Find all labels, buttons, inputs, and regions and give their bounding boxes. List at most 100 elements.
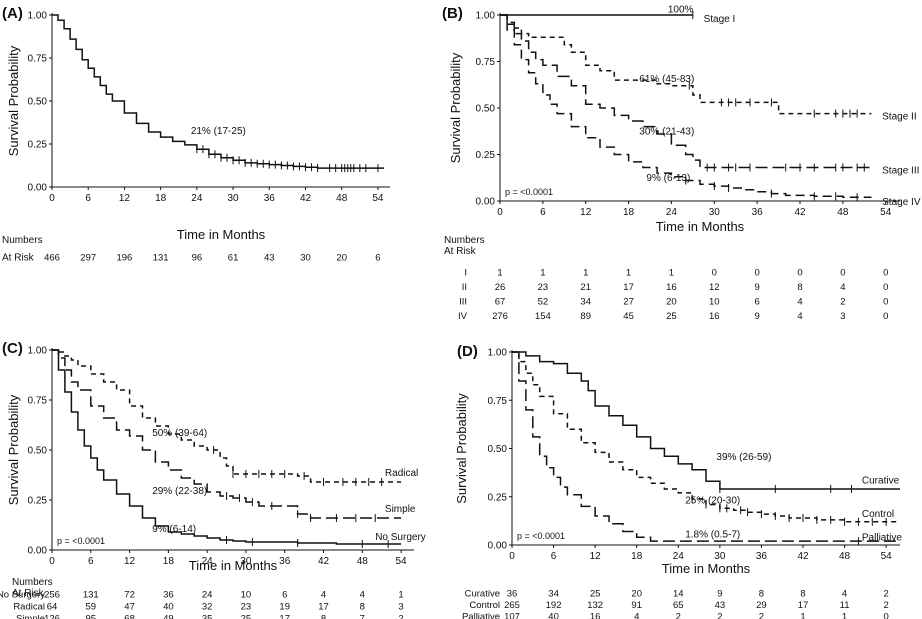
risk-value: 3 [840, 311, 845, 322]
risk-value: 9 [754, 282, 759, 293]
x-tick-label: 24 [191, 193, 203, 204]
risk-value: 40 [163, 602, 174, 613]
risk-value: 67 [495, 297, 506, 308]
risk-value: 9 [754, 311, 759, 322]
annotation-label: Control [862, 509, 894, 520]
risk-value: 8 [800, 589, 805, 600]
risk-value: 17 [279, 614, 290, 619]
annotation-label: Curative [862, 475, 900, 486]
x-axis-title: Time in Months [177, 227, 266, 242]
risk-value: 131 [83, 590, 99, 601]
risk-value: 8 [321, 614, 326, 619]
risk-value: 107 [504, 612, 520, 619]
annotation-label: Stage IV [882, 197, 921, 208]
x-tick-label: 12 [590, 551, 602, 562]
risk-value: 6 [375, 253, 380, 264]
chart-panel-1: (A) 0.00 0.25 0.50 0.75 1.00 0 6 12 18 24 30 36 42 48 5… [2, 5, 390, 264]
x-tick-label: 36 [756, 551, 768, 562]
risk-value: 61 [228, 253, 239, 264]
risk-table-title: Numbers [444, 235, 485, 246]
risk-value: 65 [673, 600, 684, 611]
y-tick-label: 0.75 [28, 396, 48, 407]
risk-value: 16 [666, 282, 677, 293]
risk-value: 131 [153, 253, 169, 264]
panel-label: (A) [2, 5, 23, 22]
km-curve-no-surgery [52, 349, 402, 545]
y-tick-label: 0.00 [28, 546, 48, 557]
y-tick-label: 0.75 [488, 396, 508, 407]
x-tick-label: 48 [357, 556, 369, 567]
km-curve-all-patients [52, 14, 384, 169]
x-axis-title: Time in Months [662, 561, 751, 576]
y-axis-title: Survival Probability [6, 394, 21, 505]
x-tick-label: 36 [752, 207, 764, 218]
x-tick-label: 6 [88, 556, 94, 567]
risk-value: 196 [116, 253, 132, 264]
risk-value: 126 [44, 614, 60, 619]
risk-value: 0 [883, 311, 888, 322]
risk-value: 9 [717, 589, 722, 600]
risk-value: 8 [797, 282, 802, 293]
risk-value: 59 [85, 602, 96, 613]
risk-value: 45 [623, 311, 634, 322]
risk-value: 49 [163, 614, 174, 619]
risk-row-label: I [464, 268, 467, 279]
panel-label: (C) [2, 340, 23, 357]
annotation-label: 61% (45-83) [639, 74, 694, 85]
risk-value: 0 [754, 268, 759, 279]
risk-value: 0 [797, 268, 802, 279]
annotation-label: Simple [385, 504, 416, 515]
risk-value: 2 [759, 612, 764, 619]
x-tick-label: 42 [318, 556, 330, 567]
risk-value: 91 [631, 600, 642, 611]
risk-row-label: Curative [465, 589, 500, 600]
km-curve-radical [52, 349, 402, 483]
risk-value: 1 [669, 268, 674, 279]
risk-value: 276 [492, 311, 508, 322]
risk-value: 17 [318, 602, 329, 613]
risk-value: 6 [754, 297, 759, 308]
annotation-label: 29% (22-38) [152, 486, 207, 497]
risk-value: 2 [883, 600, 888, 611]
risk-table-title: At Risk [2, 253, 35, 264]
risk-value: 32 [202, 602, 213, 613]
km-curve-stage-ii [500, 14, 872, 115]
risk-value: 29 [756, 600, 767, 611]
y-tick-label: 1.00 [476, 11, 496, 22]
y-tick-label: 0.50 [28, 97, 48, 108]
risk-value: 297 [80, 253, 96, 264]
risk-value: 21 [580, 282, 591, 293]
risk-value: 1 [626, 268, 631, 279]
x-tick-label: 54 [881, 551, 893, 562]
panel-label: (D) [457, 343, 478, 360]
risk-value: 2 [883, 589, 888, 600]
risk-row-label: IV [458, 311, 468, 322]
x-tick-label: 6 [540, 207, 546, 218]
y-tick-label: 0.50 [488, 444, 508, 455]
x-tick-label: 6 [551, 551, 557, 562]
risk-row-label: Control [469, 600, 500, 611]
risk-value: 96 [192, 253, 203, 264]
y-tick-label: 0.00 [488, 541, 508, 552]
risk-value: 20 [666, 297, 677, 308]
risk-value: 4 [797, 311, 802, 322]
annotation-label: Stage I [704, 14, 736, 25]
risk-value: 154 [535, 311, 551, 322]
risk-value: 25 [241, 614, 252, 619]
risk-value: 2 [717, 612, 722, 619]
risk-value: 12 [709, 282, 720, 293]
risk-value: 25 [666, 311, 677, 322]
km-curve-curative [512, 351, 900, 490]
y-tick-label: 0.00 [28, 183, 48, 194]
risk-value: 0 [883, 268, 888, 279]
risk-value: 26 [495, 282, 506, 293]
annotation-label: 21% (17-25) [191, 126, 246, 137]
risk-value: 17 [623, 282, 634, 293]
panel-label: (B) [442, 5, 463, 22]
x-tick-label: 18 [631, 551, 643, 562]
risk-row-label: No Surgery [0, 590, 45, 601]
risk-value: 0 [883, 297, 888, 308]
x-tick-label: 30 [709, 207, 721, 218]
x-tick-label: 36 [264, 193, 276, 204]
risk-value: 20 [631, 589, 642, 600]
